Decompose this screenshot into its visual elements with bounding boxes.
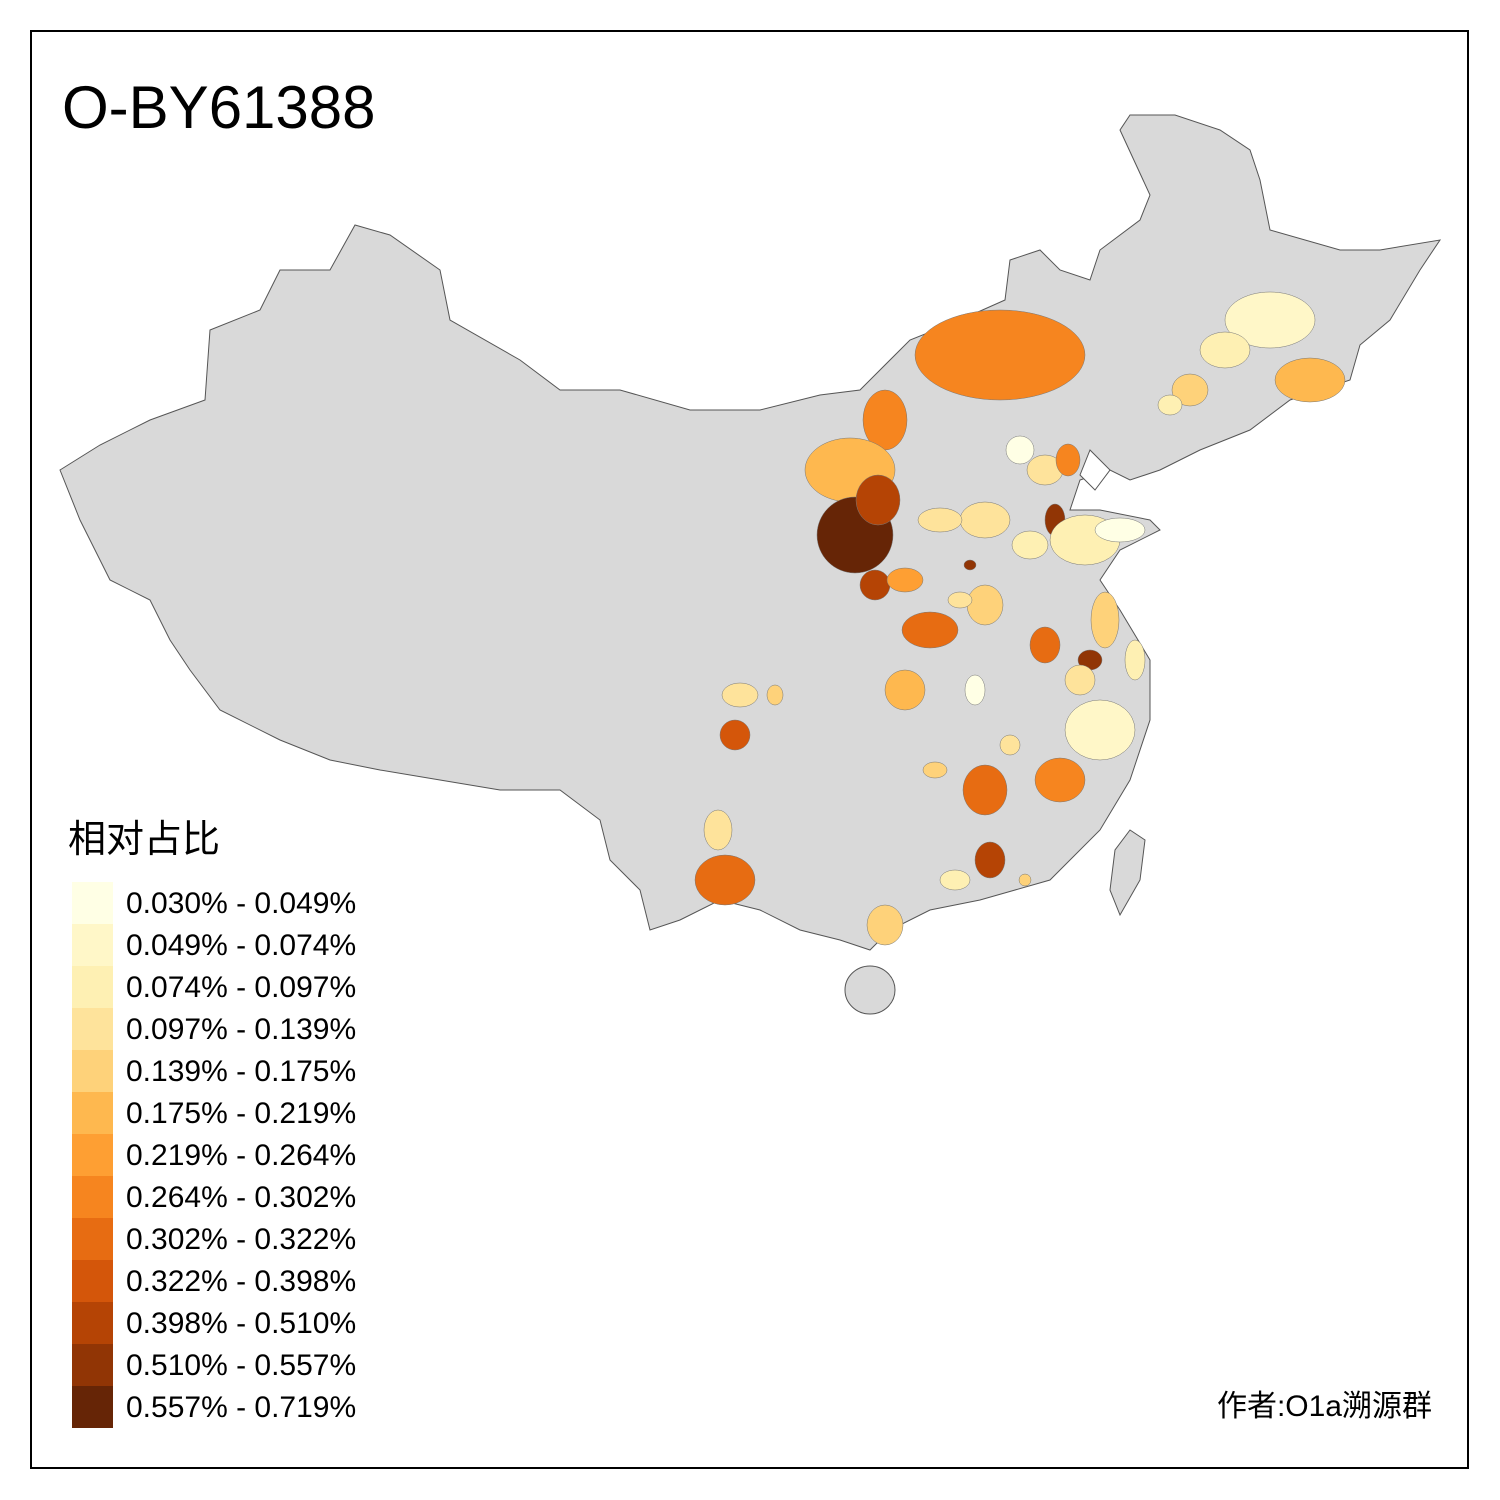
region	[1064, 699, 1136, 761]
legend-swatch	[72, 1218, 113, 1260]
legend-title: 相对占比	[68, 819, 220, 861]
legend-swatch	[72, 966, 113, 1008]
credit: 作者:O1a溯源群	[1217, 1390, 1432, 1423]
legend-swatch	[72, 1260, 113, 1302]
title: O-BY61388	[62, 74, 376, 141]
legend-label: 0.030% - 0.049%	[126, 887, 356, 920]
legend-label: 0.049% - 0.074%	[126, 929, 356, 962]
region	[719, 719, 751, 751]
region	[866, 904, 904, 946]
region	[1171, 373, 1209, 407]
region	[959, 501, 1011, 539]
region	[1005, 435, 1035, 465]
region	[694, 854, 756, 906]
legend-label: 0.074% - 0.097%	[126, 971, 356, 1004]
region	[1064, 664, 1096, 696]
legend-swatch	[72, 1344, 113, 1386]
region	[884, 669, 926, 711]
region	[999, 734, 1021, 756]
region	[1090, 591, 1120, 649]
sea	[1079, 449, 1111, 491]
island	[1109, 829, 1146, 917]
region	[964, 674, 986, 706]
region	[886, 567, 924, 593]
legend-label: 0.097% - 0.139%	[126, 1013, 356, 1046]
legend-label: 0.398% - 0.510%	[126, 1307, 356, 1340]
legend-swatch	[72, 1386, 113, 1428]
region	[1018, 873, 1032, 887]
legend-label: 0.322% - 0.398%	[126, 1265, 356, 1298]
region	[974, 841, 1006, 879]
legend-swatch	[72, 882, 113, 924]
region	[1034, 757, 1086, 803]
legend-label: 0.219% - 0.264%	[126, 1139, 356, 1172]
legend-label: 0.175% - 0.219%	[126, 1097, 356, 1130]
region	[1094, 517, 1146, 543]
legend-swatch	[72, 1134, 113, 1176]
region	[947, 591, 973, 609]
legend-swatch	[72, 1302, 113, 1344]
region	[917, 507, 963, 533]
region	[1199, 331, 1251, 369]
region	[766, 684, 784, 706]
legend-label: 0.264% - 0.302%	[126, 1181, 356, 1214]
region	[1274, 357, 1346, 403]
legend-swatch	[72, 1050, 113, 1092]
region	[939, 869, 971, 891]
region	[922, 761, 948, 779]
legend-swatch	[72, 1008, 113, 1050]
region	[859, 569, 891, 601]
region	[963, 559, 977, 571]
region	[1157, 394, 1183, 416]
map	[59, 114, 1442, 1015]
region	[721, 682, 759, 708]
region	[962, 764, 1008, 816]
legend: 0.030% - 0.049% 0.049% - 0.074% 0.074% - 0…	[72, 882, 356, 1428]
legend-label: 0.510% - 0.557%	[126, 1349, 356, 1382]
legend-label: 0.302% - 0.322%	[126, 1223, 356, 1256]
region	[1124, 639, 1146, 681]
region	[1011, 530, 1049, 560]
region	[966, 584, 1004, 626]
legend-label: 0.557% - 0.719%	[126, 1391, 356, 1424]
legend-label: 0.139% - 0.175%	[126, 1055, 356, 1088]
region	[703, 809, 733, 851]
legend-swatch	[72, 1176, 113, 1218]
region	[914, 309, 1086, 401]
island	[844, 965, 896, 1015]
region	[1029, 626, 1061, 664]
region	[901, 611, 959, 649]
legend-swatch	[72, 1092, 113, 1134]
legend-swatch	[72, 924, 113, 966]
region	[1055, 443, 1081, 477]
region	[1224, 291, 1316, 349]
region	[855, 474, 901, 526]
